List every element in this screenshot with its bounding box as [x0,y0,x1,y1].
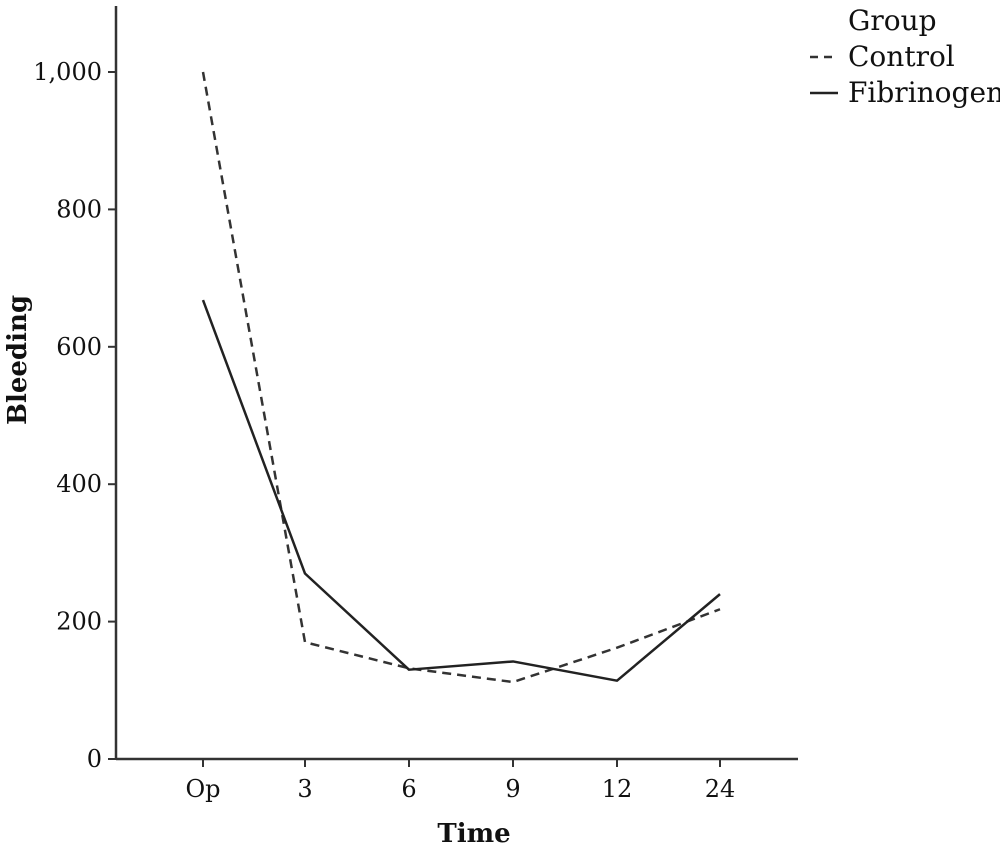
x-tick-label: 24 [705,775,736,803]
series-line-control [201,71,721,684]
y-tick-label: 1,000 [33,58,102,86]
y-tick-label: 0 [87,745,102,773]
x-tick-label: 3 [297,775,312,803]
x-tick-label: Op [185,775,220,803]
legend-title: Group [848,4,937,37]
x-tick-label: 9 [505,775,520,803]
y-tick-label: 600 [56,333,102,361]
y-tick-label: 200 [56,608,102,636]
x-tick-label: 12 [602,775,633,803]
x-axis-title: Time [437,819,510,849]
y-axis-title: Bleeding [3,295,33,425]
x-ticks: Op 3 6 9 12 24 [185,759,735,803]
y-tick-label: 800 [56,195,102,223]
x-tick-label: 6 [401,775,416,803]
series-line-fibrinogen [201,299,721,682]
series-group [201,71,721,684]
legend-label: Fibrinogen [848,76,1000,109]
legend-label: Control [848,40,955,73]
axes [114,6,798,761]
y-tick-label: 400 [56,470,102,498]
y-ticks: 0 200 400 600 800 1,000 [33,58,116,773]
